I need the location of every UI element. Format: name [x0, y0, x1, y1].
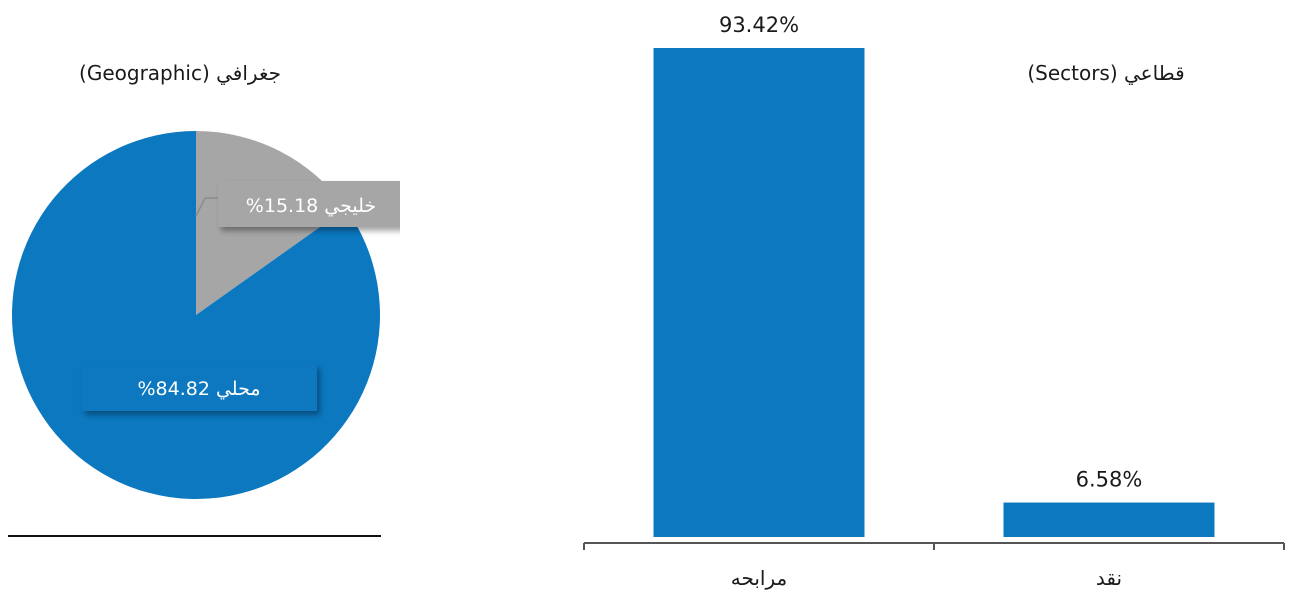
- geographic-pie-chart: جغرافي (Geographic) خليجي 15.18% محلي 84…: [8, 61, 400, 537]
- bar-title: قطاعي (Sectors): [1027, 61, 1184, 86]
- gulf-label-text: خليجي 15.18%: [246, 195, 376, 217]
- bar-value-label: 93.42%: [719, 13, 799, 37]
- local-data-label: [82, 364, 317, 411]
- bar-murabaha: [653, 48, 865, 537]
- bar-value-label: 6.58%: [1076, 468, 1143, 492]
- category-label: مرابحه: [731, 566, 788, 590]
- local-label-text: محلي 84.82%: [137, 378, 260, 400]
- sectors-bar-chart: قطاعي (Sectors) 93.42% مرابحه 6.58% نقد: [583, 13, 1285, 590]
- local-label-box: [82, 364, 317, 411]
- pie-title: جغرافي (Geographic): [79, 61, 281, 86]
- bar-cash: [1003, 502, 1215, 537]
- gulf-data-label: [218, 181, 400, 227]
- gulf-label-box: [218, 181, 400, 227]
- category-label: نقد: [1096, 566, 1122, 590]
- gulf-leader-line: [195, 197, 218, 217]
